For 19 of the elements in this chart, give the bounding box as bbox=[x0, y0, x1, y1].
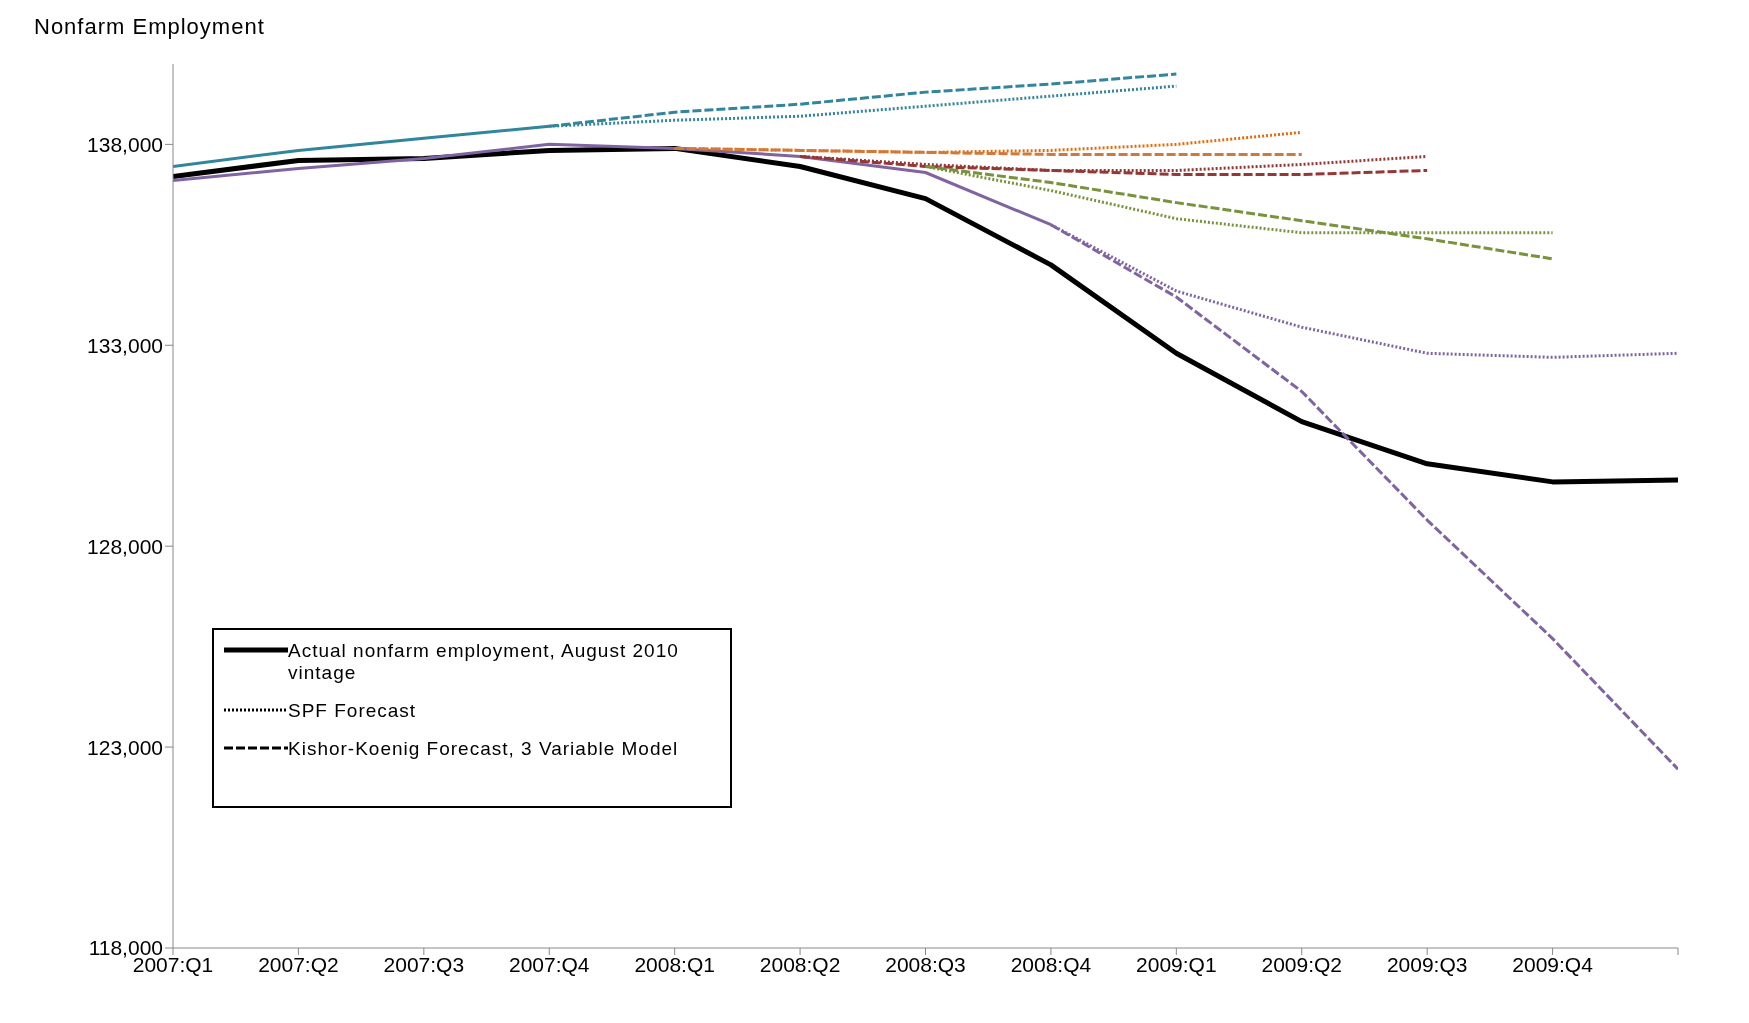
y-tick-label: 128,000 bbox=[87, 534, 163, 558]
x-tick-label: 2009:Q4 bbox=[1512, 952, 1594, 976]
y-axis-title: Nonfarm Employment bbox=[34, 14, 265, 40]
x-tick-label: 2008:Q2 bbox=[759, 952, 841, 976]
x-tick-label: 2007:Q3 bbox=[383, 952, 465, 976]
legend-label: Kishor-Koenig Forecast, 3 Variable Model bbox=[288, 738, 679, 760]
x-tick-label: 2007:Q2 bbox=[258, 952, 339, 976]
x-tick-label: 2009:Q1 bbox=[1136, 952, 1217, 976]
y-tick-label: 123,000 bbox=[87, 735, 163, 759]
x-tick-label: 2008:Q4 bbox=[1010, 952, 1092, 976]
y-tick-label: 133,000 bbox=[87, 333, 163, 357]
x-tick-label: 2007:Q4 bbox=[508, 952, 590, 976]
legend-label: SPF Forecast bbox=[288, 700, 417, 722]
y-tick-label: 138,000 bbox=[87, 132, 163, 156]
x-tick-label: 2008:Q3 bbox=[885, 952, 966, 976]
x-tick-label: 2008:Q1 bbox=[634, 952, 715, 976]
legend-label: Actual nonfarm employment, August 2010 vintage bbox=[288, 640, 680, 684]
x-tick-label: 2009:Q2 bbox=[1261, 952, 1343, 976]
x-tick-label: 2009:Q3 bbox=[1386, 952, 1468, 976]
